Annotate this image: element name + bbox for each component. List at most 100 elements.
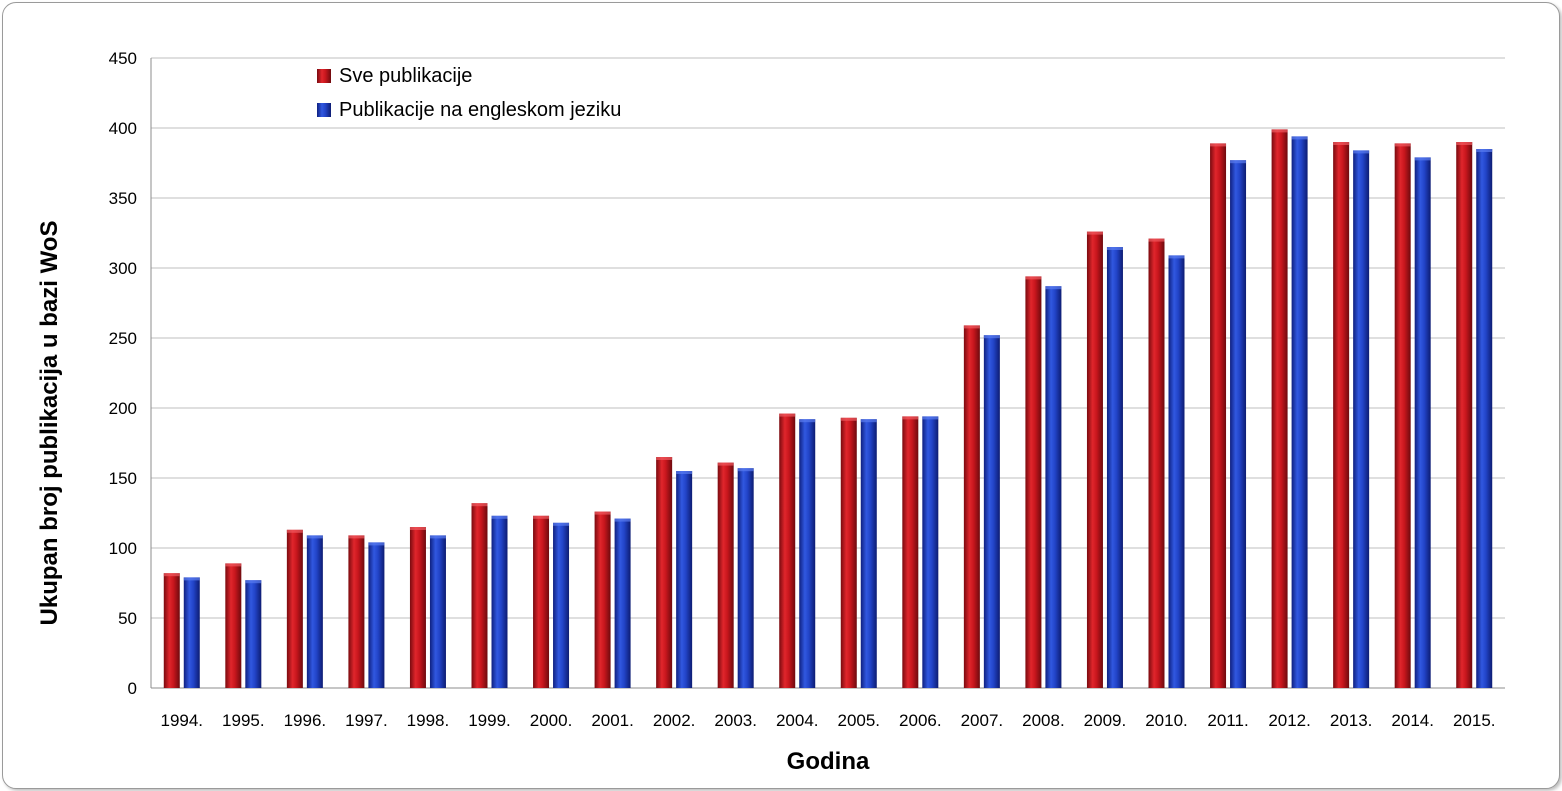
bar-publikacije-na-engleskom-2011 [1230,160,1247,688]
y-tick-label: 200 [109,399,137,418]
x-tick-label: 2008. [1022,711,1065,730]
bar-top-highlight [409,527,426,530]
x-tick-label: 2007. [961,711,1004,730]
bar-publikacije-na-engleskom-1996 [306,535,323,688]
bar-top-highlight [1353,150,1370,154]
bar-top-highlight [286,529,303,533]
y-axis-title: Ukupan broj publikacija u bazi WoS [36,221,63,626]
x-tick-label: 2000. [530,711,573,730]
bar-top-highlight [1230,160,1247,164]
bar-sve-publikacije-1998 [409,527,426,688]
bar-top-highlight [1271,129,1288,133]
y-tick-label: 350 [109,189,137,208]
bar-sve-publikacije-2012 [1271,129,1288,688]
bar-top-highlight [1333,142,1350,145]
bar-sve-publikacije-2002 [656,457,673,688]
x-tick-label: 2012. [1268,711,1311,730]
bar-sve-publikacije-1994 [163,573,180,688]
bar-top-highlight [183,577,200,581]
bar-top-highlight [1148,238,1165,242]
bar-publikacije-na-engleskom-1995 [245,580,262,688]
bar-top-highlight [676,471,693,474]
bar-publikacije-na-engleskom-2014 [1414,157,1431,688]
bar-top-highlight [1045,286,1062,290]
bar-sve-publikacije-2010 [1148,238,1165,688]
bar-sve-publikacije-2001 [594,511,611,688]
bar-publikacije-na-engleskom-2010 [1168,255,1185,688]
bar-top-highlight [1414,157,1431,161]
bar-sve-publikacije-2011 [1210,143,1227,688]
bar-top-highlight [779,413,796,417]
bar-sve-publikacije-2007 [963,325,980,688]
bar-publikacije-na-engleskom-1999 [491,515,508,688]
bar-top-highlight [737,468,754,472]
x-tick-label: 1996. [284,711,327,730]
bar-top-highlight [245,580,262,584]
bar-publikacije-na-engleskom-1997 [368,542,385,688]
bar-top-highlight [163,573,180,577]
bar-sve-publikacije-2003 [717,462,734,688]
bar-sve-publikacije-2004 [779,413,796,688]
bar-publikacije-na-engleskom-2000 [553,522,570,688]
bar-sve-publikacije-2009 [1086,231,1103,688]
x-axis-ticks: 1994. 1995. 1996. 1997. 1998. 1999. 2000. 2001.… [160,711,1495,730]
bar-top-highlight [963,325,980,329]
bar-publikacije-na-engleskom-2002 [676,471,693,688]
bar-publikacije-na-engleskom-2009 [1106,247,1123,688]
x-tick-label: 2015. [1453,711,1496,730]
bar-publikacije-na-engleskom-2008 [1045,286,1062,688]
x-tick-label: 2011. [1207,711,1248,730]
x-tick-label: 1995. [222,711,265,730]
bar-publikacije-na-engleskom-2005 [860,419,877,688]
bar-publikacije-na-engleskom-2007 [983,335,1000,688]
y-tick-label: 100 [109,539,137,558]
bar-top-highlight [225,563,242,567]
x-tick-label: 2014. [1391,711,1434,730]
bar-top-highlight [1168,255,1185,259]
x-tick-label: 2001. [591,711,634,730]
bar-sve-publikacije-1996 [286,529,303,688]
bar-sve-publikacije-2006 [902,416,919,688]
bar-top-highlight [1210,143,1227,147]
bar-publikacije-na-engleskom-1994 [183,577,200,688]
bar-sve-publikacije-2008 [1025,276,1042,688]
x-tick-label: 2009. [1084,711,1127,730]
bar-publikacije-na-engleskom-2006 [922,416,939,688]
y-tick-label: 400 [109,119,137,138]
bar-top-highlight [1291,136,1308,140]
bar-sve-publikacije-2014 [1394,143,1411,688]
y-tick-label: 0 [128,679,137,698]
legend-label: Publikacije na engleskom jeziku [339,99,621,121]
legend: Sve publikacije Publikacije na engleskom … [317,65,621,121]
bar-top-highlight [348,535,365,539]
legend-swatch [317,103,331,117]
x-tick-label: 2013. [1330,711,1373,730]
bar-sve-publikacije-2013 [1333,142,1350,688]
bar-top-highlight [1476,149,1493,152]
bar-top-highlight [1086,231,1103,235]
bar-top-highlight [717,462,734,466]
bar-publikacije-na-engleskom-1998 [429,535,446,688]
bar-top-highlight [594,511,611,515]
bar-sve-publikacije-2015 [1456,142,1473,688]
bar-sve-publikacije-2000 [533,515,550,688]
x-tick-label: 2003. [714,711,757,730]
y-tick-label: 300 [109,259,137,278]
x-tick-label: 1998. [407,711,450,730]
x-tick-label: 2010. [1145,711,1188,730]
bar-top-highlight [840,417,857,421]
x-tick-label: 1999. [468,711,511,730]
bar-publikacije-na-engleskom-2012 [1291,136,1308,688]
bar-top-highlight [614,518,631,522]
bar-top-highlight [799,419,816,423]
x-tick-label: 2006. [899,711,942,730]
x-tick-label: 2002. [653,711,696,730]
x-axis-title: Godina [787,748,870,775]
bar-sve-publikacije-1997 [348,535,365,688]
bar-top-highlight [860,419,877,423]
y-tick-label: 450 [109,49,137,68]
bar-sve-publikacije-1995 [225,563,242,688]
bar-top-highlight [902,416,919,420]
bar-top-highlight [922,416,939,420]
bar-top-highlight [429,535,446,539]
